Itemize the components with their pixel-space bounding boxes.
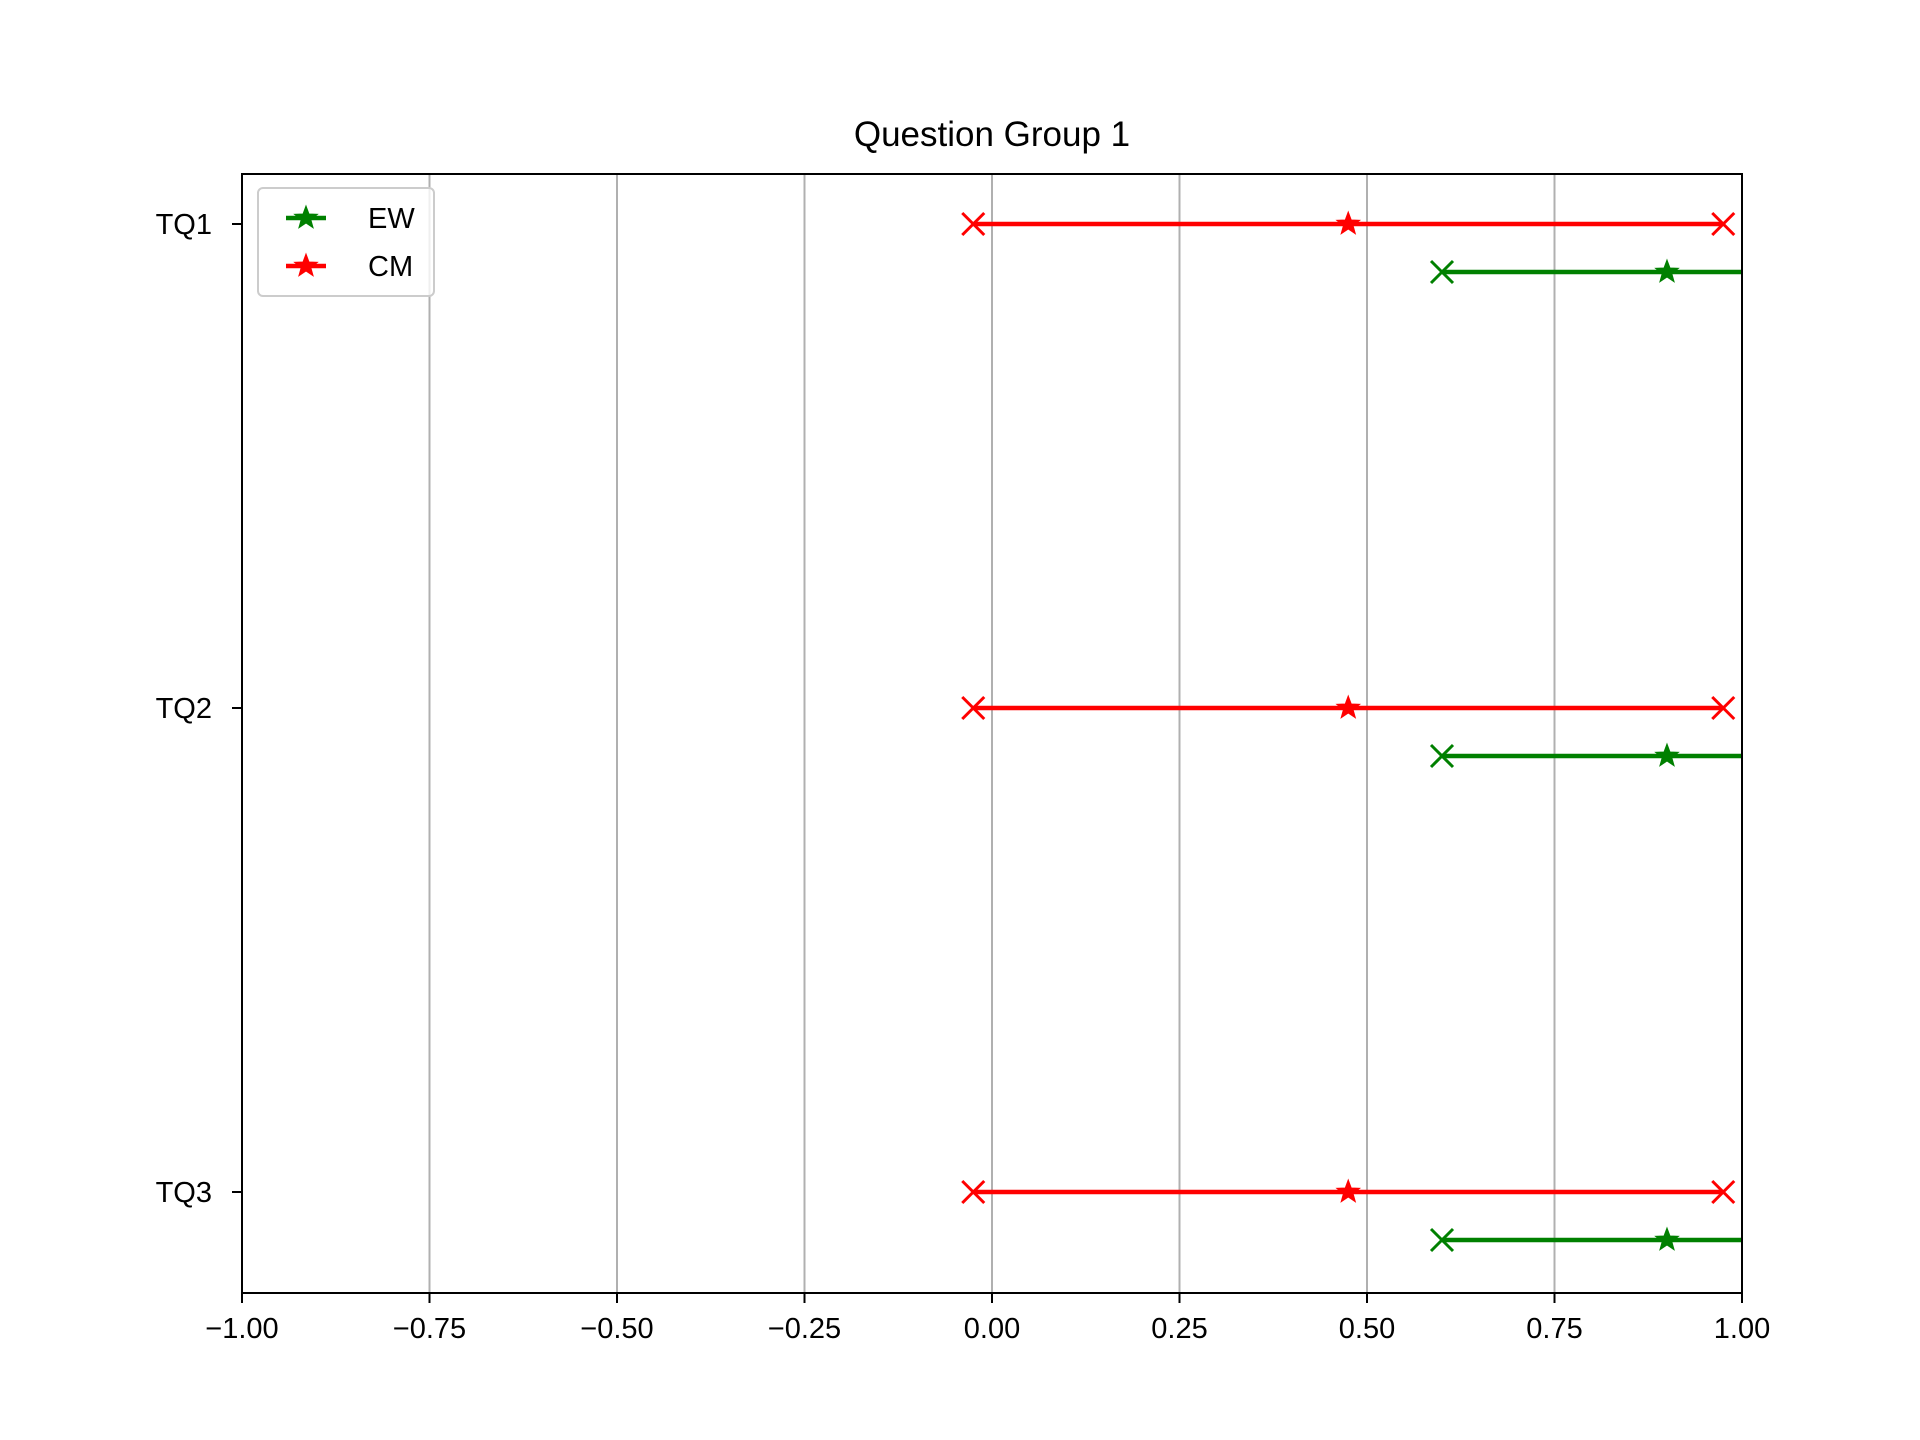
y-axis: TQ1 TQ2 TQ3 <box>156 209 242 1209</box>
x-tick-label: 0.25 <box>1151 1313 1207 1345</box>
interval-high-marker-cm-tq3 <box>1711 1179 1736 1205</box>
legend: EW CM <box>257 187 435 297</box>
legend-star-marker <box>293 252 319 277</box>
legend-entry-cm: CM <box>286 251 413 283</box>
y-tick-label: TQ1 <box>156 209 212 241</box>
legend-label: EW <box>368 203 415 235</box>
mid-star-cm-tq3 <box>1335 1178 1362 1203</box>
x-tick-label: −0.75 <box>393 1313 466 1345</box>
interval-low-marker-ew-tq2 <box>1429 743 1455 769</box>
grid <box>241 174 1743 1293</box>
chart-title: Question Group 1 <box>854 115 1130 154</box>
x-tick-label: 0.50 <box>1339 1313 1395 1345</box>
x-tick-label: −0.50 <box>580 1313 653 1345</box>
x-tick-label: 1.00 <box>1714 1313 1770 1345</box>
mid-star-ew-tq2 <box>1654 742 1680 767</box>
mid-star-cm-tq1 <box>1335 210 1362 235</box>
interval-low-marker-cm-tq3 <box>961 1179 986 1205</box>
legend-star-marker <box>293 204 319 229</box>
x-tick-label: −0.25 <box>768 1313 841 1345</box>
x-tick-label: −1.00 <box>205 1313 278 1345</box>
mid-star-ew-tq3 <box>1654 1226 1680 1251</box>
mid-star-ew-tq1 <box>1654 258 1680 283</box>
x-tick-label: 0.75 <box>1526 1313 1582 1345</box>
interval-low-marker-cm-tq1 <box>961 211 986 237</box>
plot-area <box>961 210 1742 1253</box>
series-cm <box>961 210 1736 1205</box>
legend-entry-ew: EW <box>286 203 415 235</box>
y-tick-label: TQ2 <box>156 693 212 725</box>
interval-low-marker-ew-tq1 <box>1429 259 1455 285</box>
interval-low-marker-ew-tq3 <box>1429 1227 1455 1253</box>
y-tick-label: TQ3 <box>156 1177 212 1209</box>
interval-high-marker-cm-tq2 <box>1711 695 1736 721</box>
x-axis: −1.00 −0.75 −0.50 −0.25 0.00 0.25 0.50 0.75 1.00 <box>205 1293 1770 1345</box>
interval-high-marker-cm-tq1 <box>1711 211 1736 237</box>
interval-low-marker-cm-tq2 <box>961 695 986 721</box>
legend-label: CM <box>368 251 413 283</box>
mid-star-cm-tq2 <box>1335 694 1362 719</box>
series-ew <box>1429 258 1742 1253</box>
x-tick-label: 0.00 <box>964 1313 1020 1345</box>
